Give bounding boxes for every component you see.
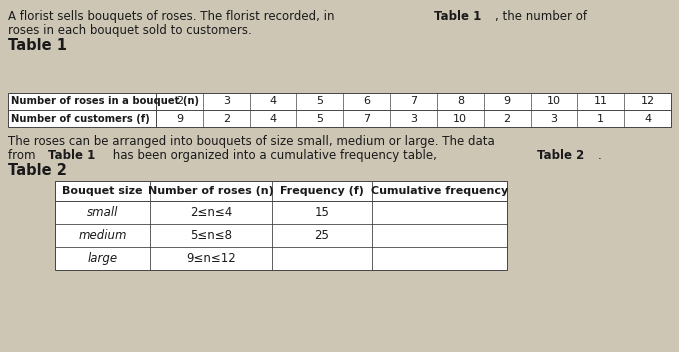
- Text: .: .: [598, 149, 602, 162]
- Text: 8: 8: [457, 96, 464, 107]
- Text: 11: 11: [593, 96, 608, 107]
- Text: from: from: [8, 149, 39, 162]
- Text: 1: 1: [598, 113, 604, 124]
- Text: 3: 3: [551, 113, 557, 124]
- Text: large: large: [88, 252, 117, 265]
- Text: 2: 2: [504, 113, 511, 124]
- Text: 9≤n≤12: 9≤n≤12: [186, 252, 236, 265]
- Text: Number of roses in a bouquet (n): Number of roses in a bouquet (n): [11, 96, 199, 107]
- Text: 3: 3: [223, 96, 230, 107]
- Text: 2: 2: [176, 96, 183, 107]
- Text: 12: 12: [640, 96, 655, 107]
- Text: Table 2: Table 2: [8, 163, 67, 178]
- Text: 3: 3: [410, 113, 417, 124]
- Text: Frequency (f): Frequency (f): [280, 186, 364, 196]
- Text: Bouquet size: Bouquet size: [62, 186, 143, 196]
- Text: roses in each bouquet sold to customers.: roses in each bouquet sold to customers.: [8, 24, 252, 37]
- Text: 4: 4: [270, 113, 276, 124]
- Text: 9: 9: [504, 96, 511, 107]
- Text: 10: 10: [454, 113, 467, 124]
- Text: 25: 25: [314, 229, 329, 242]
- Text: 4: 4: [644, 113, 651, 124]
- Text: 5: 5: [316, 96, 323, 107]
- Text: 4: 4: [270, 96, 276, 107]
- Text: 10: 10: [547, 96, 561, 107]
- Text: Number of roses (n): Number of roses (n): [148, 186, 274, 196]
- Text: 15: 15: [314, 206, 329, 219]
- Text: small: small: [87, 206, 118, 219]
- Text: , the number of: , the number of: [495, 10, 587, 23]
- Bar: [55, 181, 507, 270]
- Text: 7: 7: [410, 96, 417, 107]
- Text: Cumulative frequency: Cumulative frequency: [371, 186, 508, 196]
- Text: 2≤n≤4: 2≤n≤4: [190, 206, 232, 219]
- Text: Table 1: Table 1: [8, 38, 67, 53]
- Text: The roses can be arranged into bouquets of size small, medium or large. The data: The roses can be arranged into bouquets …: [8, 135, 495, 148]
- Text: 7: 7: [363, 113, 370, 124]
- Text: 5: 5: [316, 113, 323, 124]
- Text: Number of customers (f): Number of customers (f): [11, 113, 150, 124]
- Text: 6: 6: [363, 96, 370, 107]
- Text: has been organized into a cumulative frequency table,: has been organized into a cumulative fre…: [109, 149, 441, 162]
- Text: 2: 2: [223, 113, 230, 124]
- Text: Table 2: Table 2: [537, 149, 585, 162]
- Text: 9: 9: [176, 113, 183, 124]
- Text: Table 1: Table 1: [434, 10, 481, 23]
- Text: 5≤n≤8: 5≤n≤8: [190, 229, 232, 242]
- Text: A florist sells bouquets of roses. The florist recorded, in: A florist sells bouquets of roses. The f…: [8, 10, 338, 23]
- Text: Table 1: Table 1: [48, 149, 96, 162]
- Text: medium: medium: [78, 229, 127, 242]
- Bar: [8, 93, 671, 127]
